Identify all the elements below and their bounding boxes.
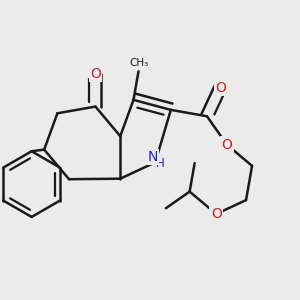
Text: O: O [211, 207, 222, 221]
Text: O: O [215, 80, 226, 94]
Text: O: O [90, 67, 101, 81]
Text: O: O [221, 138, 232, 152]
Text: H: H [155, 157, 164, 170]
Text: CH₃: CH₃ [129, 58, 148, 68]
Text: N: N [148, 150, 158, 164]
